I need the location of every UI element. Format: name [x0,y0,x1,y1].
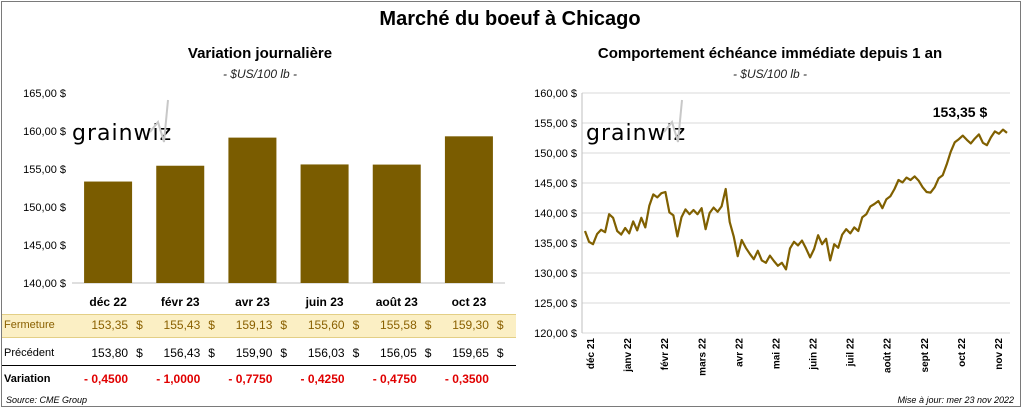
cell-value: 156,43 [163,346,201,360]
y-tick-label: 130,00 $ [534,268,577,280]
y-tick-label: 150,00 $ [534,148,577,160]
x-tick-label: sept 22 [920,338,931,373]
category-label: avr 23 [235,295,270,309]
category-label: déc 22 [89,295,127,309]
bar-1 [156,165,205,283]
bar-3 [300,164,349,283]
y-tick-label: 150,00 $ [23,202,66,214]
y-tick-label: 125,00 $ [534,298,577,310]
bar-5 [444,136,493,283]
y-tick-label: 160,00 $ [534,88,577,100]
y-tick-label: 160,00 $ [23,126,66,138]
cell-value: - 1,0000 [156,372,201,386]
y-tick-label: 155,00 $ [23,164,66,176]
cell-currency: $ [424,346,432,360]
table-row-previous: Précédent 153,80 $156,43 $159,90 $156,03 $156… [2,343,516,366]
x-tick-label: mars 22 [697,338,708,376]
cell-currency: $ [208,346,215,360]
cell-value: 153,35 [91,318,129,332]
x-tick-label: févr 22 [660,338,671,371]
left-panel-title: Variation journalière [187,45,333,62]
main-title: Marché du boeuf à Chicago [379,8,641,30]
update-date: Mise à jour: mer 23 nov 2022 [897,395,1014,405]
x-tick-label: juin 22 [809,338,820,371]
cell-currency: $ [280,346,288,360]
y-tick-label: 155,00 $ [534,118,577,130]
x-tick-label: janv 22 [623,338,634,373]
cell-currency: $ [352,346,360,360]
cell-value: 159,13 [235,318,273,332]
x-tick-label: août 22 [883,338,894,373]
cell-currency: $ [136,346,143,360]
bar-chart: grainwiz 140,00 $ 145,00 $ 150,00 $ 155,00 … [23,88,505,309]
row-label: Précédent [4,347,55,359]
cell-currency: $ [280,318,288,332]
cell-currency: $ [496,346,504,360]
cell-value: - 0,3500 [444,372,489,386]
bar-0 [84,181,133,283]
source-note: Source: CME Group [6,395,88,405]
cell-value: 156,03 [307,346,345,360]
x-tick-label: oct 22 [957,338,968,367]
bar-2 [228,137,277,283]
x-tick-label: nov 22 [994,338,1005,370]
last-value-label: 153,35 $ [933,104,988,120]
y-tick-label: 145,00 $ [534,178,577,190]
cell-value: - 0,4250 [300,372,345,386]
table-row-variation: Variation - 0,4500 - 1,0000 - 0,7750 - 0,425… [2,369,516,391]
x-tick-label: avr 22 [734,338,745,367]
category-label: oct 23 [452,295,487,309]
cell-value: 155,60 [307,318,345,332]
cell-value: - 0,4750 [372,372,417,386]
y-tick-label: 120,00 $ [534,328,577,340]
bar-4 [372,164,421,283]
cell-currency: $ [136,318,143,332]
category-label: août 23 [376,295,418,309]
cell-value: 155,43 [163,318,201,332]
watermark-check-icon [149,99,169,143]
grainwiz-watermark: grainwiz [72,99,172,146]
category-label: févr 23 [161,295,200,309]
y-tick-label: 135,00 $ [534,238,577,250]
watermark-text: grainwiz [72,121,172,146]
left-panel-subtitle: - $US/100 lb - [222,67,298,81]
cell-currency: $ [352,318,360,332]
cell-value: - 0,4500 [84,372,129,386]
cell-value: - 0,7750 [228,372,273,386]
cell-value: 155,58 [380,318,417,332]
cell-value: 159,30 [452,318,489,332]
series-line [583,128,1008,271]
y-tick-label: 165,00 $ [23,88,66,100]
cell-currency: $ [496,318,504,332]
x-tick-label: déc 21 [586,338,597,370]
watermark-text: grainwiz [586,121,686,146]
cell-value: 159,65 [452,346,489,360]
x-tick-label: mai 22 [771,338,782,370]
row-label: Fermeture [4,319,55,331]
cell-value: 156,05 [380,346,417,360]
cell-value: 153,80 [91,346,129,360]
right-panel-subtitle: - $US/100 lb - [732,67,808,81]
table-row-close: Fermeture 153,35 $155,43 $159,13 $155,60 $155… [2,314,516,338]
x-tick-label: juil 22 [846,338,857,368]
row-label: Variation [4,373,51,385]
right-panel-title: Comportement échéance immédiate depuis 1… [597,45,943,62]
grainwiz-watermark: grainwiz [586,99,686,146]
cell-value: 159,90 [235,346,273,360]
y-tick-label: 140,00 $ [23,278,66,290]
cell-currency: $ [424,318,432,332]
line-chart: grainwiz 120,00 $ 125,00 $ 130,00 $ 135,00 … [534,88,1010,376]
y-tick-label: 145,00 $ [23,240,66,252]
category-label: juin 23 [305,295,344,309]
watermark-check-icon [663,99,683,143]
y-tick-label: 140,00 $ [534,208,577,220]
cell-currency: $ [208,318,215,332]
